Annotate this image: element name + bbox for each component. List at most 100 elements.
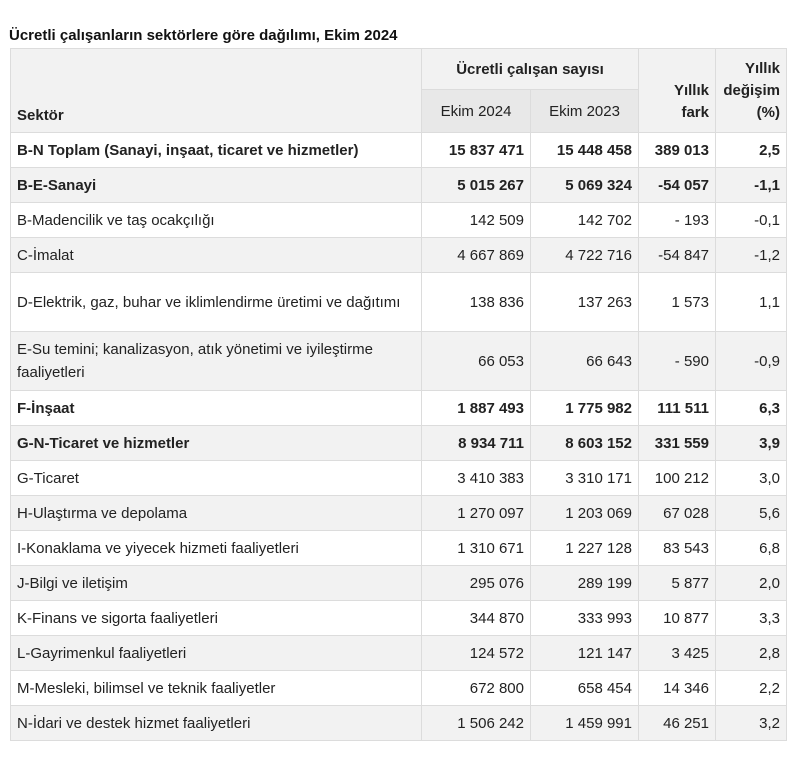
ekim-2023-cell: 15 448 458	[530, 132, 639, 168]
annual-difference-cell: - 590	[638, 331, 716, 391]
ekim-2023-cell: 3 310 171	[530, 460, 639, 496]
annual-change-cell: 2,8	[715, 635, 787, 671]
annual-difference-cell: -54 057	[638, 167, 716, 203]
table-row: D-Elektrik, gaz, buhar ve iklimlendirme …	[10, 272, 787, 332]
ekim-2024-cell: 15 837 471	[421, 132, 531, 168]
annual-difference-cell: 1 573	[638, 272, 716, 332]
annual-difference-cell: 389 013	[638, 132, 716, 168]
ekim-2024-cell: 295 076	[421, 565, 531, 601]
annual-change-cell: 3,0	[715, 460, 787, 496]
table-row: B-Madencilik ve taş ocakçılığı 142 509 142…	[10, 202, 787, 238]
table-row: L-Gayrimenkul faaliyetleri 124 572 121 147…	[10, 635, 787, 671]
annual-difference-cell: 67 028	[638, 495, 716, 531]
ekim-2024-cell: 8 934 711	[421, 425, 531, 461]
sector-cell: M-Mesleki, bilimsel ve teknik faaliyetle…	[10, 670, 422, 706]
header-text: Yıllık	[673, 82, 709, 99]
ekim-2024-cell: 4 667 869	[421, 237, 531, 273]
header-employee-count: Ücretli çalışan sayısı	[421, 48, 639, 90]
annual-change-cell: 2,0	[715, 565, 787, 601]
header-text: (%)	[756, 104, 780, 121]
header-text: değişim	[723, 82, 780, 99]
ekim-2023-cell: 5 069 324	[530, 167, 639, 203]
table-row: B-E-Sanayi 5 015 267 5 069 324 -54 057 -1,1	[10, 167, 787, 203]
header-annual-difference: Yıllık fark	[638, 48, 716, 133]
ekim-2024-cell: 672 800	[421, 670, 531, 706]
table-row: H-Ulaştırma ve depolama 1 270 097 1 203 06…	[10, 495, 787, 531]
ekim-2024-cell: 66 053	[421, 331, 531, 391]
annual-change-cell: 5,6	[715, 495, 787, 531]
sector-cell: G-Ticaret	[10, 460, 422, 496]
table-row: M-Mesleki, bilimsel ve teknik faaliyetle…	[10, 670, 787, 706]
table-row: I-Konaklama ve yiyecek hizmeti faaliyetl…	[10, 530, 787, 566]
table-row: G-Ticaret 3 410 383 3 310 171 100 212 3,0	[10, 460, 787, 496]
annual-difference-cell: 111 511	[638, 390, 716, 426]
sector-cell: N-İdari ve destek hizmet faaliyetleri	[10, 705, 422, 741]
ekim-2023-cell: 121 147	[530, 635, 639, 671]
ekim-2023-cell: 1 775 982	[530, 390, 639, 426]
annual-change-cell: 1,1	[715, 272, 787, 332]
ekim-2023-cell: 658 454	[530, 670, 639, 706]
ekim-2024-cell: 142 509	[421, 202, 531, 238]
sector-cell: K-Finans ve sigorta faaliyetleri	[10, 600, 422, 636]
table-row: K-Finans ve sigorta faaliyetleri 344 870 3…	[10, 600, 787, 636]
ekim-2024-cell: 3 410 383	[421, 460, 531, 496]
ekim-2024-cell: 344 870	[421, 600, 531, 636]
ekim-2023-cell: 142 702	[530, 202, 639, 238]
table-row: N-İdari ve destek hizmet faaliyetleri 1 5…	[10, 705, 787, 741]
annual-difference-cell: 10 877	[638, 600, 716, 636]
annual-difference-cell: 83 543	[638, 530, 716, 566]
sector-cell: J-Bilgi ve iletişim	[10, 565, 422, 601]
header-annual-change: Yıllık değişim (%)	[715, 48, 787, 133]
header-text: Yıllık	[744, 60, 780, 77]
ekim-2024-cell: 1 887 493	[421, 390, 531, 426]
sector-cell: C-İmalat	[10, 237, 422, 273]
annual-difference-cell: - 193	[638, 202, 716, 238]
header-sector: Sektör	[10, 48, 422, 133]
ekim-2023-cell: 137 263	[530, 272, 639, 332]
employment-table: Sektör Ücretli çalışan sayısı Yıllık far…	[10, 48, 787, 741]
sector-cell: B-E-Sanayi	[10, 167, 422, 203]
ekim-2024-cell: 5 015 267	[421, 167, 531, 203]
sector-cell: B-N Toplam (Sanayi, inşaat, ticaret ve h…	[10, 132, 422, 168]
ekim-2023-cell: 289 199	[530, 565, 639, 601]
table-row: C-İmalat 4 667 869 4 722 716 -54 847 -1,2	[10, 237, 787, 273]
ekim-2024-cell: 1 310 671	[421, 530, 531, 566]
annual-change-cell: -1,1	[715, 167, 787, 203]
ekim-2023-cell: 1 203 069	[530, 495, 639, 531]
table-row: G-N-Ticaret ve hizmetler 8 934 711 8 603 1…	[10, 425, 787, 461]
table-row: J-Bilgi ve iletişim 295 076 289 199 5 877 2,…	[10, 565, 787, 601]
ekim-2024-cell: 1 270 097	[421, 495, 531, 531]
annual-change-cell: 6,3	[715, 390, 787, 426]
ekim-2024-cell: 124 572	[421, 635, 531, 671]
sector-cell: E-Su temini; kanalizasyon, atık yönetimi…	[10, 331, 422, 391]
annual-difference-cell: -54 847	[638, 237, 716, 273]
header-ekim-2023: Ekim 2023	[530, 89, 639, 133]
sector-cell: D-Elektrik, gaz, buhar ve iklimlendirme …	[10, 272, 422, 332]
ekim-2023-cell: 1 459 991	[530, 705, 639, 741]
ekim-2023-cell: 66 643	[530, 331, 639, 391]
ekim-2023-cell: 4 722 716	[530, 237, 639, 273]
annual-change-cell: -0,9	[715, 331, 787, 391]
sector-cell: I-Konaklama ve yiyecek hizmeti faaliyetl…	[10, 530, 422, 566]
annual-change-cell: 6,8	[715, 530, 787, 566]
ekim-2023-cell: 1 227 128	[530, 530, 639, 566]
table-title: Ücretli çalışanların sektörlere göre dağ…	[9, 27, 398, 44]
table-row: F-İnşaat 1 887 493 1 775 982 111 511 6,3	[10, 390, 787, 426]
annual-change-cell: 2,5	[715, 132, 787, 168]
annual-change-cell: -0,1	[715, 202, 787, 238]
annual-change-cell: 3,2	[715, 705, 787, 741]
annual-change-cell: 3,3	[715, 600, 787, 636]
annual-difference-cell: 14 346	[638, 670, 716, 706]
sector-cell: L-Gayrimenkul faaliyetleri	[10, 635, 422, 671]
header-text: fark	[681, 104, 709, 121]
sector-cell: B-Madencilik ve taş ocakçılığı	[10, 202, 422, 238]
annual-change-cell: 2,2	[715, 670, 787, 706]
ekim-2024-cell: 1 506 242	[421, 705, 531, 741]
sector-cell: F-İnşaat	[10, 390, 422, 426]
annual-difference-cell: 331 559	[638, 425, 716, 461]
annual-difference-cell: 46 251	[638, 705, 716, 741]
annual-difference-cell: 5 877	[638, 565, 716, 601]
ekim-2023-cell: 8 603 152	[530, 425, 639, 461]
annual-change-cell: 3,9	[715, 425, 787, 461]
annual-difference-cell: 3 425	[638, 635, 716, 671]
